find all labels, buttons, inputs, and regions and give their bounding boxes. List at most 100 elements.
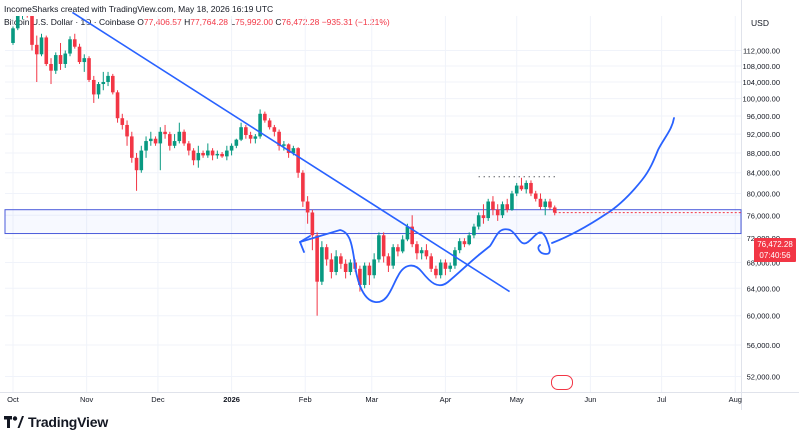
candle-body bbox=[519, 185, 524, 190]
y-tick-label: 100,000.00 bbox=[742, 95, 780, 104]
candle-body bbox=[405, 226, 410, 240]
candle-body bbox=[419, 250, 424, 254]
candle-body bbox=[448, 265, 452, 269]
candle-body bbox=[362, 265, 367, 285]
candle-body bbox=[267, 120, 272, 128]
candle-body bbox=[282, 144, 286, 146]
candle-body bbox=[315, 235, 319, 282]
high-value: 77,764.28 bbox=[190, 17, 229, 27]
candle-body bbox=[34, 44, 39, 55]
candle-body bbox=[21, 7, 25, 16]
candle-body bbox=[391, 247, 395, 266]
candle-body bbox=[177, 131, 182, 142]
candle-body bbox=[187, 143, 191, 151]
low-label: L bbox=[230, 17, 236, 27]
candle-body bbox=[486, 201, 490, 219]
candle-body bbox=[225, 150, 229, 157]
flag-icon[interactable] bbox=[551, 375, 573, 390]
candle-body bbox=[305, 201, 310, 213]
candle-body bbox=[63, 53, 68, 64]
candle-body bbox=[144, 141, 148, 151]
candle-body bbox=[15, 16, 20, 29]
x-tick-label: Mar bbox=[365, 395, 378, 404]
candle-body bbox=[139, 150, 144, 171]
candle-body bbox=[358, 268, 362, 285]
tradingview-brand: TradingView bbox=[28, 414, 109, 430]
candle-body bbox=[548, 201, 552, 208]
x-tick-label: 2026 bbox=[223, 395, 240, 404]
support-zone-box bbox=[4, 209, 742, 235]
candle-body bbox=[296, 148, 300, 173]
candle-body bbox=[339, 256, 343, 264]
close-label: C bbox=[275, 17, 282, 27]
candle-body bbox=[424, 250, 429, 257]
candle-body bbox=[220, 153, 224, 157]
candle-body bbox=[538, 198, 543, 207]
candle-body bbox=[11, 28, 15, 43]
x-tick-label: Dec bbox=[151, 395, 165, 404]
candle-body bbox=[149, 138, 153, 142]
x-tick-label: Jul bbox=[657, 395, 667, 404]
y-tick-label: 68,000.00 bbox=[747, 259, 780, 268]
y-tick-label: 96,000.00 bbox=[747, 112, 780, 121]
candle-body bbox=[96, 84, 101, 95]
candle-body bbox=[106, 75, 110, 82]
candle-body bbox=[372, 259, 376, 276]
tradingview-logo[interactable]: TradingView bbox=[4, 414, 108, 430]
candle-body bbox=[367, 265, 372, 276]
candle-body bbox=[87, 58, 91, 80]
candle-body bbox=[457, 241, 462, 251]
candle-body bbox=[172, 141, 177, 146]
candle-body bbox=[120, 118, 125, 125]
candle-body bbox=[476, 215, 481, 227]
trendline bbox=[71, 11, 511, 293]
candle-body bbox=[77, 46, 82, 63]
candle-body bbox=[153, 138, 158, 144]
candle-body bbox=[248, 135, 253, 139]
candle-body bbox=[434, 268, 438, 276]
y-tick-label: 108,000.00 bbox=[742, 62, 780, 71]
candle-body bbox=[277, 131, 281, 146]
y-tick-label: 64,000.00 bbox=[747, 284, 780, 293]
candle-body bbox=[462, 241, 467, 245]
y-tick-label: 60,000.00 bbox=[747, 312, 780, 321]
candle-body bbox=[58, 55, 63, 64]
candle-body bbox=[438, 262, 443, 276]
currency-label[interactable]: USD bbox=[751, 18, 769, 28]
candle-body bbox=[258, 113, 262, 137]
candle-body bbox=[310, 212, 315, 236]
candle-body bbox=[396, 247, 400, 252]
candle-body bbox=[82, 58, 87, 63]
projected-path bbox=[551, 117, 675, 244]
candle-body bbox=[263, 113, 267, 121]
high-label: H bbox=[184, 17, 191, 27]
change-value: −935.31 (−1.21%) bbox=[321, 17, 390, 27]
candle-body bbox=[53, 55, 58, 71]
candle-body bbox=[130, 136, 134, 158]
candle-body bbox=[110, 75, 115, 93]
candle-body bbox=[39, 37, 44, 55]
candle-body bbox=[125, 124, 129, 137]
y-tick-label: 80,000.00 bbox=[747, 189, 780, 198]
candle-body bbox=[206, 150, 210, 156]
bar-countdown: 07:40:56 bbox=[759, 251, 791, 260]
candle-body bbox=[410, 226, 414, 245]
candle-body bbox=[182, 131, 186, 144]
x-tick-label: Nov bbox=[80, 395, 94, 404]
symbol-pair: U.S. Dollar · 1D · Coinbase bbox=[31, 17, 135, 27]
low-value: 75,992.00 bbox=[235, 17, 273, 27]
candle-body bbox=[44, 37, 49, 64]
candle-body bbox=[253, 136, 258, 139]
candle-body bbox=[191, 150, 196, 161]
candle-body bbox=[348, 262, 353, 272]
y-tick-label: 52,000.00 bbox=[747, 373, 780, 382]
candle-body bbox=[377, 235, 381, 260]
candle-body bbox=[115, 92, 120, 119]
close-value: 76,472.28 bbox=[281, 17, 320, 27]
y-tick-label: 104,000.00 bbox=[742, 78, 780, 87]
candle-body bbox=[472, 226, 476, 236]
candle-body bbox=[386, 256, 391, 266]
last-price: 76,472.28 bbox=[757, 240, 793, 249]
candle-body bbox=[505, 204, 510, 210]
